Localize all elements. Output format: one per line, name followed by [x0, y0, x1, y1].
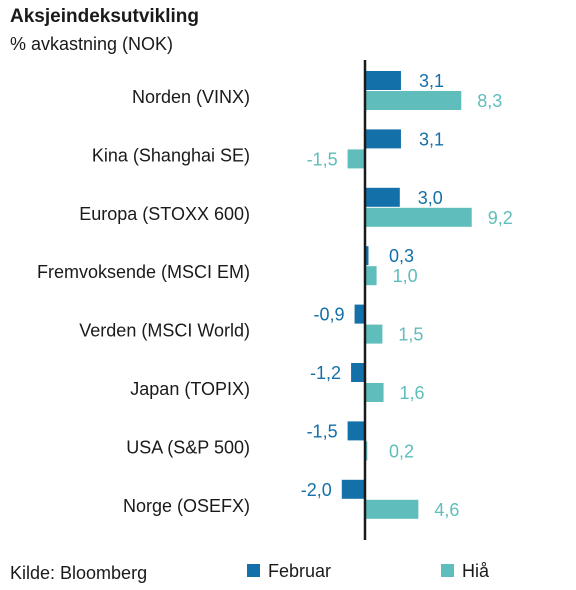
category-label: USA (S&P 500)	[126, 437, 250, 457]
bar-februar	[365, 246, 369, 266]
data-label-februar: -2,0	[301, 480, 332, 500]
bar-februar	[365, 71, 401, 90]
data-label-hia: 0,2	[389, 441, 414, 461]
data-label-februar: -1,2	[310, 363, 341, 383]
category-label: Kina (Shanghai SE)	[92, 145, 250, 165]
category-label: Fremvoksende (MSCI EM)	[37, 262, 250, 282]
bar-februar	[351, 363, 365, 382]
bar-hia	[365, 383, 384, 402]
chart-title: Aksjeindeksutvikling	[10, 6, 200, 27]
legend-swatch-februar	[247, 564, 260, 577]
data-label-hia: 1,6	[400, 383, 425, 403]
data-label-hia: 4,6	[434, 500, 459, 520]
data-label-hia: 9,2	[488, 208, 513, 228]
category-label: Norden (VINX)	[132, 87, 250, 107]
data-label-hia: 8,3	[477, 91, 502, 111]
data-label-hia: 1,5	[398, 325, 423, 345]
category-label: Europa (STOXX 600)	[79, 204, 250, 224]
legend-label-februar: Februar	[268, 561, 331, 581]
bar-februar	[341, 479, 365, 499]
category-label: Norge (OSEFX)	[123, 496, 250, 516]
bar-februar	[354, 304, 365, 324]
bar-hia	[347, 149, 365, 169]
bar-hia	[365, 207, 472, 227]
chart-subtitle: % avkastning (NOK)	[10, 34, 174, 54]
bar-hia	[365, 499, 419, 519]
bar-hia	[365, 324, 383, 344]
data-label-februar: -1,5	[307, 421, 338, 441]
bar-februar	[365, 129, 401, 149]
category-label: Japan (TOPIX)	[130, 379, 250, 399]
data-label-hia: 1,0	[393, 266, 418, 286]
data-label-hia: -1,5	[307, 149, 338, 169]
data-label-februar: 3,1	[419, 71, 444, 91]
data-label-februar: 0,3	[389, 246, 414, 266]
data-label-februar: 3,1	[419, 129, 444, 149]
bar-februar	[347, 421, 365, 441]
source-note: Kilde: Bloomberg	[10, 563, 148, 583]
data-label-februar: 3,0	[418, 188, 443, 208]
bar-februar	[365, 187, 400, 207]
legend-label-hia: Hiå	[462, 561, 490, 581]
bar-hia	[365, 266, 377, 286]
category-label: Verden (MSCI World)	[79, 321, 250, 341]
bar-hia	[365, 91, 462, 110]
data-label-februar: -0,9	[314, 305, 345, 325]
legend-swatch-hia	[441, 564, 454, 577]
